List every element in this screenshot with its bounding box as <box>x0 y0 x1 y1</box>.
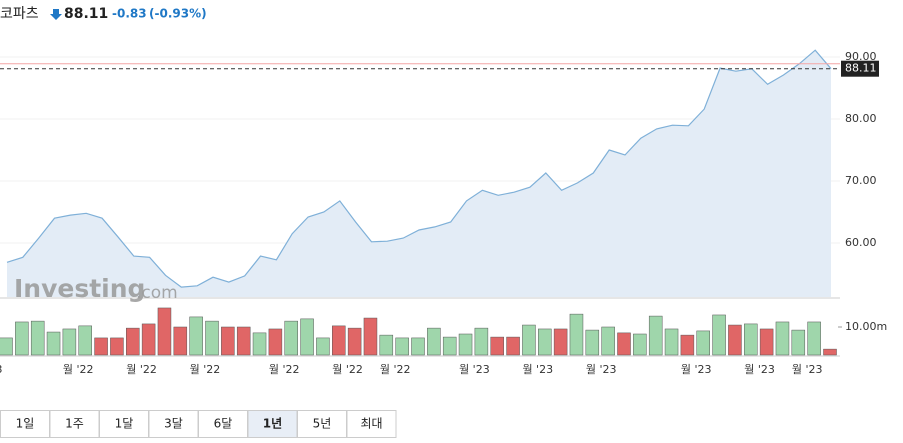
y-tick-label: 60.00 <box>845 236 877 249</box>
volume-bar <box>252 332 267 356</box>
last-price-label: 88.11 <box>845 62 877 75</box>
range-button-label[interactable]: 1년 <box>263 417 282 431</box>
volume-bar <box>474 327 489 356</box>
volume-bar <box>332 325 346 356</box>
volume-bar <box>601 326 615 356</box>
area <box>7 50 831 298</box>
volume-bar <box>205 320 219 356</box>
range-button-label[interactable]: 1주 <box>65 417 84 431</box>
x-tick-label: 월 '22 <box>63 363 94 376</box>
volume-bar <box>347 327 362 356</box>
change: -0.83 <box>112 7 147 21</box>
volume-bar <box>379 334 394 356</box>
volume-bar <box>221 326 235 356</box>
range-button-label[interactable]: 1달 <box>115 417 134 431</box>
volume-bar <box>728 324 742 356</box>
volume-bar <box>316 337 330 356</box>
x-tick-label: 월 '23 <box>522 363 553 376</box>
volume-bar <box>62 328 77 356</box>
volume-bar <box>807 321 821 356</box>
volume-bar <box>189 316 203 356</box>
x-tick-label: 월 '22 <box>126 363 157 376</box>
volume-bar <box>395 337 409 356</box>
range-button-label[interactable]: 3달 <box>164 417 183 431</box>
volume-bar <box>94 337 108 356</box>
range-button-label[interactable]: 5년 <box>313 417 332 431</box>
volume-bar <box>15 321 29 356</box>
range-button[interactable] <box>198 410 248 438</box>
volume-bar <box>411 337 425 356</box>
x-tick-label: 월 '23 <box>459 363 490 376</box>
volume-bar <box>823 348 837 356</box>
volume-bar <box>569 313 584 356</box>
y-tick-label: 80.00 <box>845 112 877 125</box>
volume-bar <box>427 327 441 356</box>
x-tick-label: 월 '22 <box>269 363 300 376</box>
volume-bar <box>664 328 679 356</box>
range-button[interactable] <box>247 410 298 438</box>
y-tick-label: 90.00 <box>845 50 877 63</box>
volume-bar <box>759 328 774 356</box>
stock-name: 코파츠 <box>0 6 39 22</box>
volume-bar <box>458 333 473 356</box>
volume-bar <box>506 336 520 356</box>
volume-bar <box>538 328 552 356</box>
volume-bar <box>173 326 188 356</box>
range-button-label[interactable]: 1일 <box>16 417 35 431</box>
watermark: Investing <box>14 274 145 303</box>
price-line <box>6 49 832 288</box>
volume-bar <box>157 307 172 356</box>
volume-bar <box>633 333 647 356</box>
volume-bar <box>553 328 568 356</box>
volume-bar <box>490 336 504 356</box>
volume-bar <box>0 337 13 356</box>
volume-bar <box>110 337 124 356</box>
volume-bar <box>791 329 806 356</box>
volume-bar <box>78 325 92 356</box>
volume-bar <box>30 320 45 356</box>
volume-bar <box>46 331 61 356</box>
volume-bar <box>775 321 790 356</box>
range-button[interactable] <box>49 410 100 438</box>
volume-bar <box>442 336 457 356</box>
range-button[interactable] <box>148 410 199 438</box>
watermark-suffix: .com <box>136 283 178 303</box>
volume-bar <box>126 327 140 356</box>
x-tick-label: 3 <box>0 363 3 376</box>
range-button[interactable] <box>346 410 397 438</box>
range-button-label[interactable]: 6달 <box>214 417 233 431</box>
range-button-label[interactable]: 최대 <box>360 417 382 431</box>
range-button[interactable] <box>99 410 149 438</box>
down-arrow <box>50 9 62 20</box>
change-pct: (-0.93%) <box>149 7 207 21</box>
x-tick-label: 월 '22 <box>380 363 411 376</box>
x-tick-label: 월 '23 <box>681 363 712 376</box>
price: 88.11 <box>64 6 108 22</box>
volume-bar <box>648 315 663 356</box>
volume-bar <box>744 323 758 356</box>
range-button[interactable] <box>0 410 50 438</box>
last-price-box <box>841 60 879 77</box>
volume-tick-label: 10.00m <box>845 320 887 333</box>
x-tick-label: 월 '22 <box>190 363 221 376</box>
x-tick-label: 월 '23 <box>792 363 823 376</box>
x-tick-label: 월 '22 <box>332 363 363 376</box>
x-tick-label: 월 '23 <box>744 363 775 376</box>
volume-bar <box>141 323 156 356</box>
volume-bar <box>300 318 314 356</box>
volume-bar <box>712 314 726 356</box>
x-tick-label: 월 '23 <box>586 363 617 376</box>
y-tick-label: 70.00 <box>845 174 877 187</box>
volume-bar <box>585 329 600 356</box>
volume-bar <box>284 320 298 356</box>
volume-bar <box>236 326 251 356</box>
volume-bar <box>363 317 378 356</box>
volume-bar <box>522 324 536 356</box>
volume-bar <box>617 332 631 356</box>
volume-bar <box>680 334 695 356</box>
volume-bar <box>268 328 283 356</box>
volume-bar <box>696 330 710 356</box>
